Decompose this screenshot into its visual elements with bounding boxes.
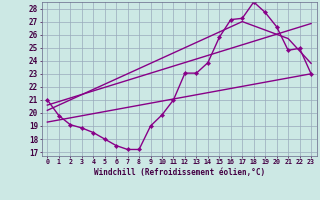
X-axis label: Windchill (Refroidissement éolien,°C): Windchill (Refroidissement éolien,°C) — [94, 168, 265, 177]
